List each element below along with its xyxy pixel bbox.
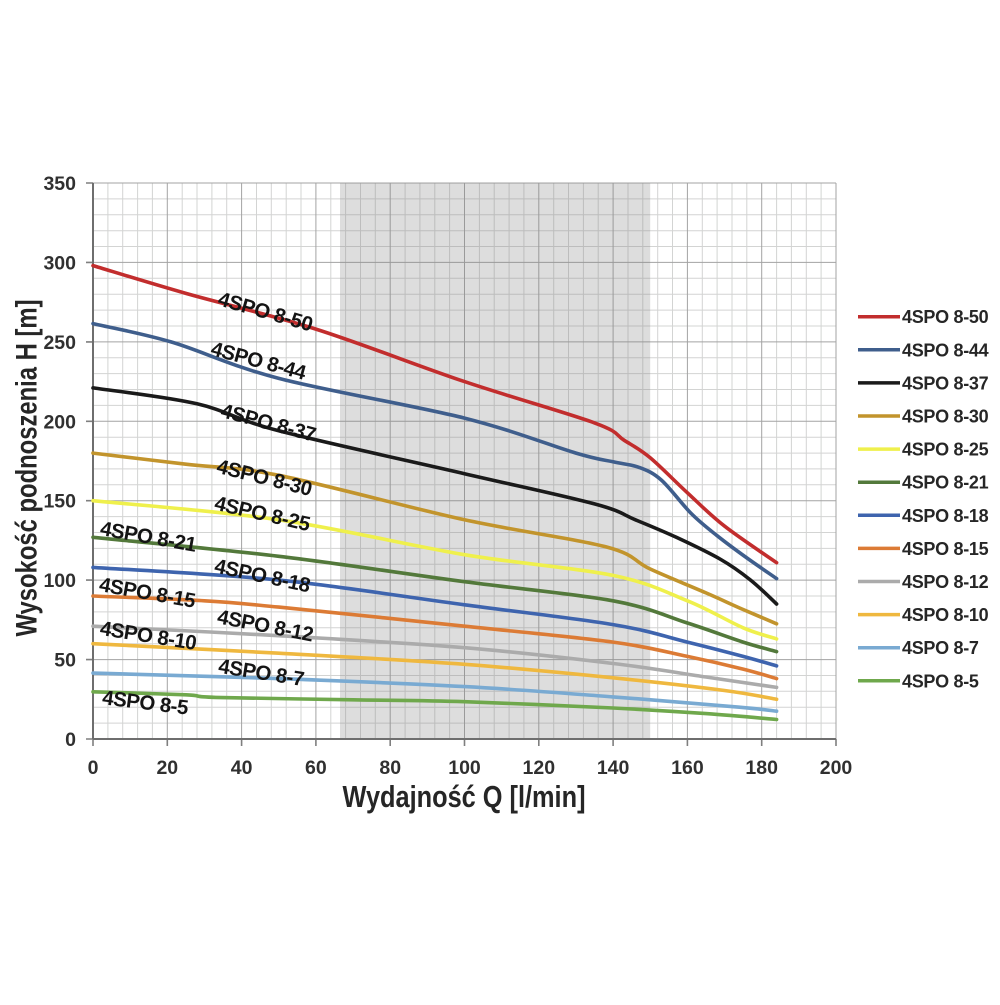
svg-text:4SPO 8-5: 4SPO 8-5 [902, 671, 979, 691]
svg-text:100: 100 [43, 570, 76, 592]
svg-text:4SPO 8-12: 4SPO 8-12 [902, 572, 989, 592]
svg-text:20: 20 [156, 757, 178, 779]
svg-text:4SPO 8-37: 4SPO 8-37 [902, 373, 989, 393]
svg-text:4SPO 8-21: 4SPO 8-21 [902, 473, 989, 493]
svg-text:160: 160 [671, 757, 704, 779]
svg-text:40: 40 [231, 757, 253, 779]
svg-text:140: 140 [597, 757, 630, 779]
svg-text:4SPO 8-25: 4SPO 8-25 [902, 440, 989, 460]
svg-text:350: 350 [43, 173, 76, 195]
svg-text:60: 60 [305, 757, 327, 779]
svg-text:4SPO 8-18: 4SPO 8-18 [902, 506, 989, 526]
svg-text:Wydajność Q [l/min]: Wydajność Q [l/min] [343, 779, 586, 814]
svg-text:100: 100 [448, 757, 481, 779]
svg-text:250: 250 [43, 332, 76, 354]
svg-text:Wysokość podnoszenia H [m]: Wysokość podnoszenia H [m] [11, 300, 44, 637]
svg-text:150: 150 [43, 491, 76, 513]
svg-text:200: 200 [43, 411, 76, 433]
svg-text:4SPO 8-7: 4SPO 8-7 [902, 638, 979, 658]
svg-text:50: 50 [54, 650, 76, 672]
svg-text:200: 200 [820, 757, 853, 779]
svg-text:4SPO 8-50: 4SPO 8-50 [902, 307, 989, 327]
svg-text:4SPO 8-10: 4SPO 8-10 [902, 605, 989, 625]
svg-text:300: 300 [43, 252, 76, 274]
svg-text:0: 0 [88, 757, 99, 779]
svg-text:120: 120 [523, 757, 556, 779]
svg-text:0: 0 [65, 729, 76, 751]
svg-text:4SPO 8-30: 4SPO 8-30 [902, 407, 989, 427]
svg-text:4SPO 8-15: 4SPO 8-15 [902, 539, 989, 559]
svg-text:80: 80 [379, 757, 401, 779]
svg-text:180: 180 [745, 757, 778, 779]
svg-text:4SPO 8-44: 4SPO 8-44 [902, 340, 989, 360]
